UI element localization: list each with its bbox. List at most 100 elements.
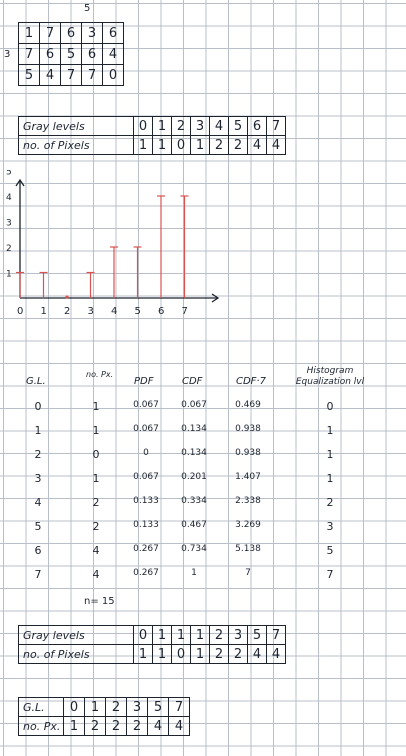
table-cell: 0.938 — [235, 424, 261, 434]
row-label: G.L. — [18, 697, 64, 717]
table-cell: 1 — [326, 424, 334, 437]
table-cell: 7 — [326, 568, 334, 581]
table-cell: 0.067 — [133, 472, 159, 482]
table-cell: 4 — [34, 496, 42, 509]
gray-level-cell: 3 — [190, 116, 210, 136]
table-cell: 0.133 — [133, 520, 159, 530]
table-cell: 1 — [34, 424, 42, 437]
pixel-count-cell: 0 — [171, 135, 191, 155]
pixel-count-cell: 4 — [168, 716, 190, 736]
row-label: no. Px. — [18, 716, 64, 736]
matrix-cell: 7 — [18, 43, 40, 65]
y-tick-label: 4 — [6, 193, 12, 203]
y-axis-arrow — [15, 178, 25, 187]
table-cell: 0.469 — [235, 400, 261, 410]
pixel-count-cell: 2 — [126, 716, 148, 736]
matrix-cell: 4 — [102, 43, 124, 65]
table-cell: 5 — [326, 544, 334, 557]
table-cell: 0.734 — [181, 544, 207, 554]
gray-level-cell: 1 — [152, 116, 172, 136]
table-cell: 2 — [92, 496, 100, 509]
histogram-chart: 1 2 3 4 5 0 1 2 3 4 5 6 7 — [6, 170, 220, 317]
table-cell: 1 — [191, 568, 197, 578]
x-tick-label: 6 — [158, 306, 164, 317]
row-label: Gray levels — [18, 625, 134, 645]
pixel-count-cell: 4 — [247, 644, 267, 664]
matrix-cell: 5 — [18, 64, 40, 86]
table-cell: 7 — [245, 568, 251, 578]
final-table: G.L. 0 1 2 3 5 7 no. Px. 1 2 2 2 4 4 — [18, 697, 190, 736]
x-axis-arrow — [211, 293, 220, 303]
table-cell: 2 — [34, 448, 42, 461]
y-tick-label: 2 — [6, 244, 12, 254]
matrix-cell: 1 — [18, 22, 40, 44]
gray-level-cell: 2 — [171, 116, 191, 136]
x-tick-label: 2 — [64, 306, 70, 317]
x-tick-label: 3 — [88, 306, 94, 317]
pixel-count-cell: 4 — [247, 135, 267, 155]
table-cell: 0.067 — [133, 400, 159, 410]
matrix-cell: 7 — [39, 22, 61, 44]
gray-level-row: Gray levels 0 1 1 1 2 3 5 7 — [18, 625, 286, 645]
table-cell: 0.267 — [133, 544, 159, 554]
pixel-count-cell: 2 — [84, 716, 106, 736]
matrix-cell: 6 — [102, 22, 124, 44]
table-cell: 0.267 — [133, 568, 159, 578]
table-cell: 0 — [92, 448, 100, 461]
table-cell: 0.134 — [181, 448, 207, 458]
gray-level-cell: 0 — [133, 116, 153, 136]
pixel-count-cell: 2 — [228, 644, 248, 664]
matrix-cell: 3 — [81, 22, 103, 44]
gray-level-cell: 6 — [247, 116, 267, 136]
sample-count-note: n= 15 — [84, 596, 115, 607]
gray-level-cell: 1 — [152, 625, 172, 645]
equalized-histogram-table: Gray levels 0 1 1 1 2 3 5 7 no. of Pixels 1 1 0 1 2 2 4 4 — [18, 625, 286, 664]
gray-level-cell: 5 — [147, 697, 169, 717]
matrix-cell: 6 — [60, 22, 82, 44]
matrix-cell: 5 — [60, 43, 82, 65]
table-cell: 3 — [34, 472, 42, 485]
matrix-left-label: 3 — [4, 49, 11, 60]
column-header: Histogram Equalization lvl — [295, 366, 365, 387]
gray-level-cell: 2 — [209, 625, 229, 645]
matrix-cell: 6 — [81, 43, 103, 65]
pixel-count-cell: 0 — [171, 644, 191, 664]
pixel-count-row: no. of Pixels 1 1 0 1 2 2 4 4 — [18, 135, 286, 155]
table-cell: 1 — [92, 424, 100, 437]
matrix-cell: 7 — [81, 64, 103, 86]
table-cell: 0 — [34, 400, 42, 413]
table-cell: 1 — [326, 472, 334, 485]
table-cell: 1 — [92, 400, 100, 413]
column-header: CDF·7 — [236, 376, 266, 387]
y-tick-label: 3 — [6, 219, 12, 229]
table-cell: 7 — [34, 568, 42, 581]
gray-level-cell: 4 — [209, 116, 229, 136]
gray-level-cell: 1 — [190, 625, 210, 645]
gray-level-row: G.L. 0 1 2 3 5 7 — [18, 697, 190, 717]
matrix-cell: 4 — [39, 64, 61, 86]
column-header: no. Px. — [86, 370, 114, 379]
gray-level-row: Gray levels 0 1 2 3 4 5 6 7 — [18, 116, 286, 136]
table-cell: 1 — [92, 472, 100, 485]
x-tick-label: 5 — [135, 306, 141, 317]
table-cell: 6 — [34, 544, 42, 557]
column-header: G.L. — [26, 376, 46, 387]
pixel-count-cell: 1 — [152, 135, 172, 155]
pixel-count-cell: 1 — [63, 716, 85, 736]
table-cell: 2 — [92, 520, 100, 533]
table-cell: 0.201 — [181, 472, 207, 482]
table-cell: 0.134 — [181, 424, 207, 434]
gray-level-cell: 2 — [105, 697, 127, 717]
pixel-count-cell: 2 — [105, 716, 127, 736]
table-cell: 1 — [326, 448, 334, 461]
table-cell: 0.067 — [133, 424, 159, 434]
table-cell: 5 — [34, 520, 42, 533]
column-header: CDF — [182, 376, 203, 387]
table-cell: 2 — [326, 496, 334, 509]
matrix-cell: 0 — [102, 64, 124, 86]
table-cell: 3 — [326, 520, 334, 533]
x-tick-label: 1 — [41, 306, 47, 317]
